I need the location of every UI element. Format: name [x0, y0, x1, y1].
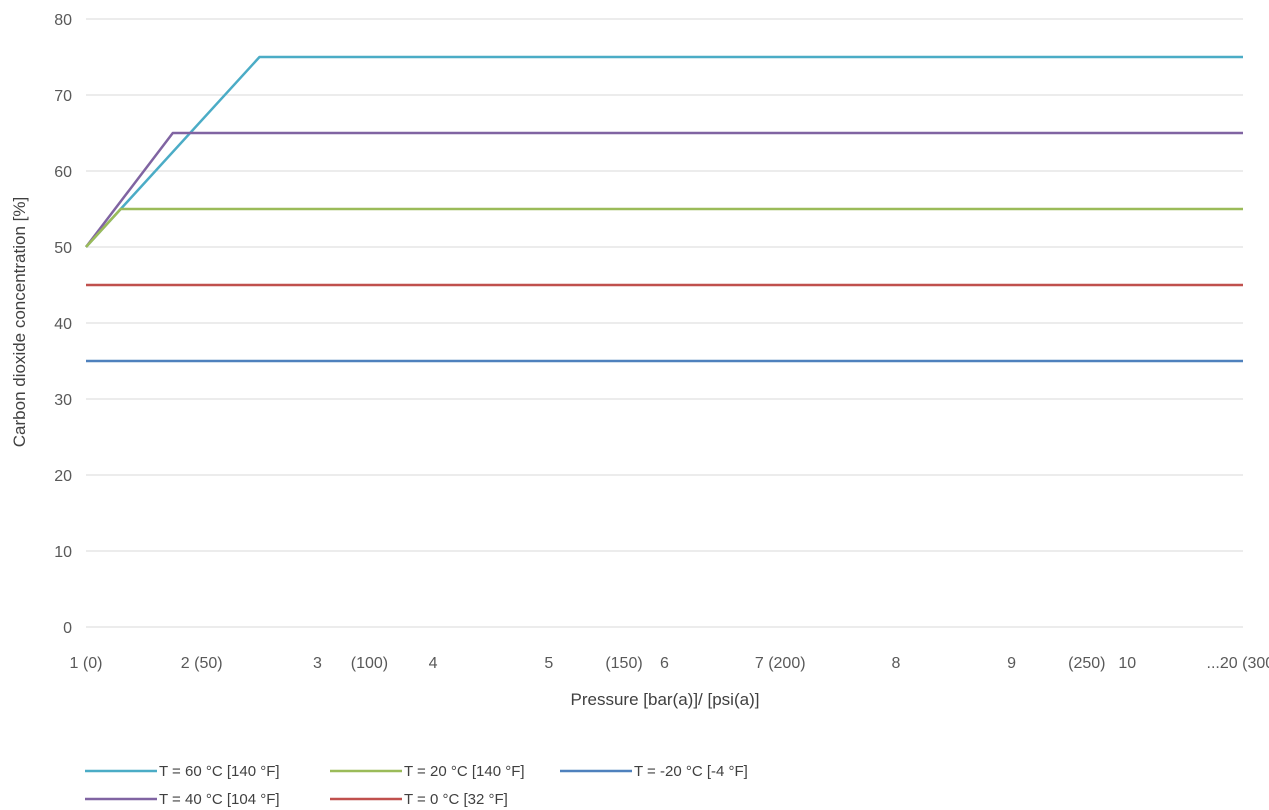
y-tick-label: 20	[54, 468, 72, 485]
x-axis-title: Pressure [bar(a)]/ [psi(a)]	[571, 690, 760, 709]
series-line-2	[85, 207, 1243, 248]
x-tick-label: 9	[1007, 655, 1016, 672]
y-axis-title: Carbon dioxide concentration [%]	[10, 197, 29, 447]
x-tick-label: ...20 (300)	[1207, 655, 1269, 672]
x-tick-label: 6	[660, 655, 669, 672]
series-line-1	[85, 131, 1243, 248]
series-line-0	[85, 55, 1243, 248]
y-tick-label: 10	[54, 544, 72, 561]
legend-label: T = 60 °C [140 °F]	[159, 763, 280, 780]
x-tick-label: 4	[429, 655, 438, 672]
legend-label: T = 0 °C [32 °F]	[404, 791, 508, 808]
legend-label: T = 20 °C [140 °F]	[404, 763, 525, 780]
y-axis-ticks: 0 10 20 30 40 50 60 70 80	[54, 12, 72, 637]
legend: T = 60 °C [140 °F] T = 20 °C [140 °F] T = …	[85, 763, 748, 808]
x-tick-label: 3	[313, 655, 322, 672]
x-tick-label: 10	[1118, 655, 1136, 672]
x-tick-label: 1 (0)	[70, 655, 103, 672]
x-tick-label: 8	[891, 655, 900, 672]
y-tick-label: 70	[54, 88, 72, 105]
x-tick-label: 2 (50)	[181, 655, 223, 672]
x-tick-label: (150)	[605, 655, 642, 672]
x-tick-label: (100)	[351, 655, 388, 672]
y-tick-label: 40	[54, 316, 72, 333]
gridlines	[86, 18, 1243, 628]
x-axis-ticks: 1 (0) 2 (50) 3 (100) 4 5 (150) 6 7 (200) 8 9 (250) 1…	[70, 655, 1269, 672]
legend-label: T = 40 °C [104 °F]	[159, 791, 280, 808]
y-tick-label: 0	[63, 620, 72, 637]
series-lines	[85, 55, 1243, 363]
y-tick-label: 80	[54, 12, 72, 29]
x-tick-label: 7 (200)	[755, 655, 806, 672]
y-tick-label: 50	[54, 240, 72, 257]
y-tick-label: 30	[54, 392, 72, 409]
legend-label: T = -20 °C [-4 °F]	[634, 763, 748, 780]
x-tick-label: (250)	[1068, 655, 1105, 672]
y-tick-label: 60	[54, 164, 72, 181]
x-tick-label: 5	[544, 655, 553, 672]
